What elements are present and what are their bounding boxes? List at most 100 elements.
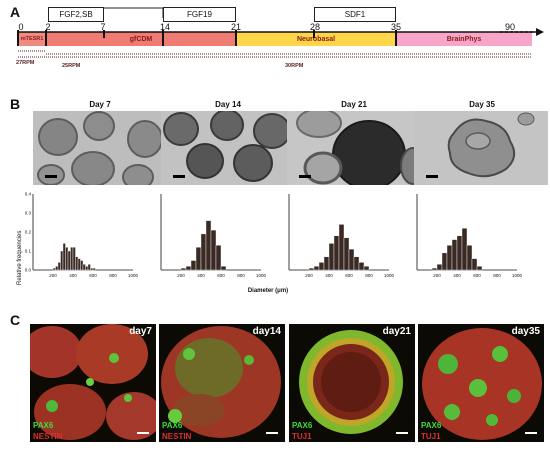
media-neurobasal: Neurobasal [236, 32, 396, 46]
fluor-marker-nestin-7: NESTIN [33, 432, 63, 441]
panel-label-c: C [10, 312, 21, 328]
rpm-30: 30RPM [285, 63, 304, 69]
micrograph-day35 [414, 111, 548, 185]
histogram-bar [190, 260, 197, 271]
tick-0: 0 [18, 22, 24, 32]
day-title-21: Day 21 [341, 100, 367, 109]
histogram-bar [348, 248, 355, 271]
tick-2: 2 [45, 22, 51, 32]
histogram-bar [318, 262, 325, 271]
histogram-group: 200 400 600 800 1000 0.0 0.1 0.2 0.3 0.4 200 400 600… [25, 192, 523, 279]
x-tick-label: 1000 [256, 273, 267, 278]
histogram-bar [55, 265, 59, 271]
fluor-marker-tuj1-35: TUJ1 [421, 432, 441, 441]
panel-label-a: A [10, 4, 21, 20]
histogram-bar [87, 264, 91, 271]
histogram-bar [52, 267, 56, 271]
histogram-bar [456, 235, 463, 271]
histogram-bar [446, 245, 453, 271]
histogram-bar [77, 258, 81, 271]
scale-bar [396, 432, 408, 434]
histogram-bar [323, 256, 330, 271]
histograms: Relative frequencies 200 400 600 800 1000 0.0… [17, 192, 523, 295]
x-tick-label: 1000 [384, 273, 395, 278]
x-tick-label: 600 [345, 273, 353, 278]
x-tick-label: 200 [49, 273, 57, 278]
scale-bar [525, 432, 537, 434]
histogram-bar [200, 233, 207, 271]
x-tick-label: 400 [453, 273, 461, 278]
fluor-marker-pax6-21: PAX6 [292, 421, 313, 430]
histogram-bar [82, 264, 86, 271]
histogram-bar [461, 228, 468, 271]
media-gfcdm: gfCDM [46, 32, 236, 46]
y-axis-label: Relative frequencies [17, 231, 23, 285]
rpm-27: 27RPM [16, 60, 35, 66]
histogram-bar [62, 243, 66, 271]
histogram-bar [431, 267, 438, 271]
histogram-bar [185, 265, 192, 271]
histogram-bar [90, 267, 94, 271]
y-tick-label: 0.0 [25, 268, 32, 273]
micrograph-day21 [287, 111, 421, 185]
fluor-marker-pax6-14: PAX6 [162, 421, 183, 430]
histogram-bar [70, 246, 74, 271]
x-tick-label: 800 [109, 273, 117, 278]
y-tick-label: 0.4 [25, 192, 32, 197]
histogram-bar [92, 267, 96, 271]
tick-7: 7 [100, 22, 106, 32]
scale-bar [266, 432, 278, 434]
x-tick-label: 1000 [512, 273, 523, 278]
histogram-bar [205, 220, 212, 271]
fluorescence-day21: day21 PAX6 TUJ1 [289, 324, 415, 442]
histogram-bar [80, 260, 84, 271]
histogram-bar [471, 258, 478, 271]
fluor-marker-tuj1-21: TUJ1 [292, 432, 312, 441]
x-tick-label: 600 [217, 273, 225, 278]
x-tick-label: 600 [473, 273, 481, 278]
micrograph-day7 [33, 111, 167, 185]
fluorescence-day35: day35 PAX6 TUJ1 [418, 324, 544, 442]
histogram-bar [75, 256, 79, 271]
factor-fgf2-sb: FGF2,SB [48, 7, 104, 22]
tick-14: 14 [159, 22, 170, 32]
fluor-day-label-14: day14 [252, 326, 281, 337]
x-axis-label: Diameter (μm) [248, 288, 288, 294]
x-tick-label: 200 [177, 273, 185, 278]
histogram-bar [72, 246, 76, 271]
histogram-bar [436, 264, 443, 271]
fluor-marker-pax6-7: PAX6 [33, 421, 54, 430]
factor-sdf1: SDF1 [314, 7, 396, 22]
histogram-bar [358, 262, 365, 271]
histogram-bar [210, 229, 217, 271]
day-title-14: Day 14 [215, 100, 241, 109]
histogram-bar [220, 265, 227, 271]
x-tick-label: 800 [365, 273, 373, 278]
scale-bar [137, 432, 149, 434]
fluor-day-label-21: day21 [382, 326, 411, 337]
tick-35: 35 [390, 22, 401, 32]
media-brainphys: BrainPhys [396, 32, 532, 46]
x-tick-label: 400 [325, 273, 333, 278]
y-tick-label: 0.3 [25, 211, 32, 216]
tick-28: 28 [309, 22, 320, 32]
day-title-35: Day 35 [469, 100, 495, 109]
histogram-bar [313, 265, 320, 271]
fluor-day-label-7: day7 [129, 326, 152, 337]
fluor-day-label-35: day35 [511, 326, 540, 337]
day-title-7: Day 7 [89, 100, 111, 109]
x-tick-label: 1000 [128, 273, 139, 278]
histogram-bar [308, 267, 315, 271]
histogram-bar [328, 243, 335, 271]
histogram-bar [60, 250, 64, 271]
histogram-bar [195, 246, 202, 271]
fluor-marker-nestin-14: NESTIN [162, 432, 192, 441]
histogram-bar [65, 246, 69, 271]
x-tick-label: 400 [197, 273, 205, 278]
x-tick-label: 800 [493, 273, 501, 278]
histogram-bar [180, 267, 187, 271]
x-tick-label: 800 [237, 273, 245, 278]
media-mtesr1: mTESR1 [18, 32, 46, 46]
tick-21: 21 [230, 22, 241, 32]
fluor-marker-pax6-35: PAX6 [421, 421, 442, 430]
